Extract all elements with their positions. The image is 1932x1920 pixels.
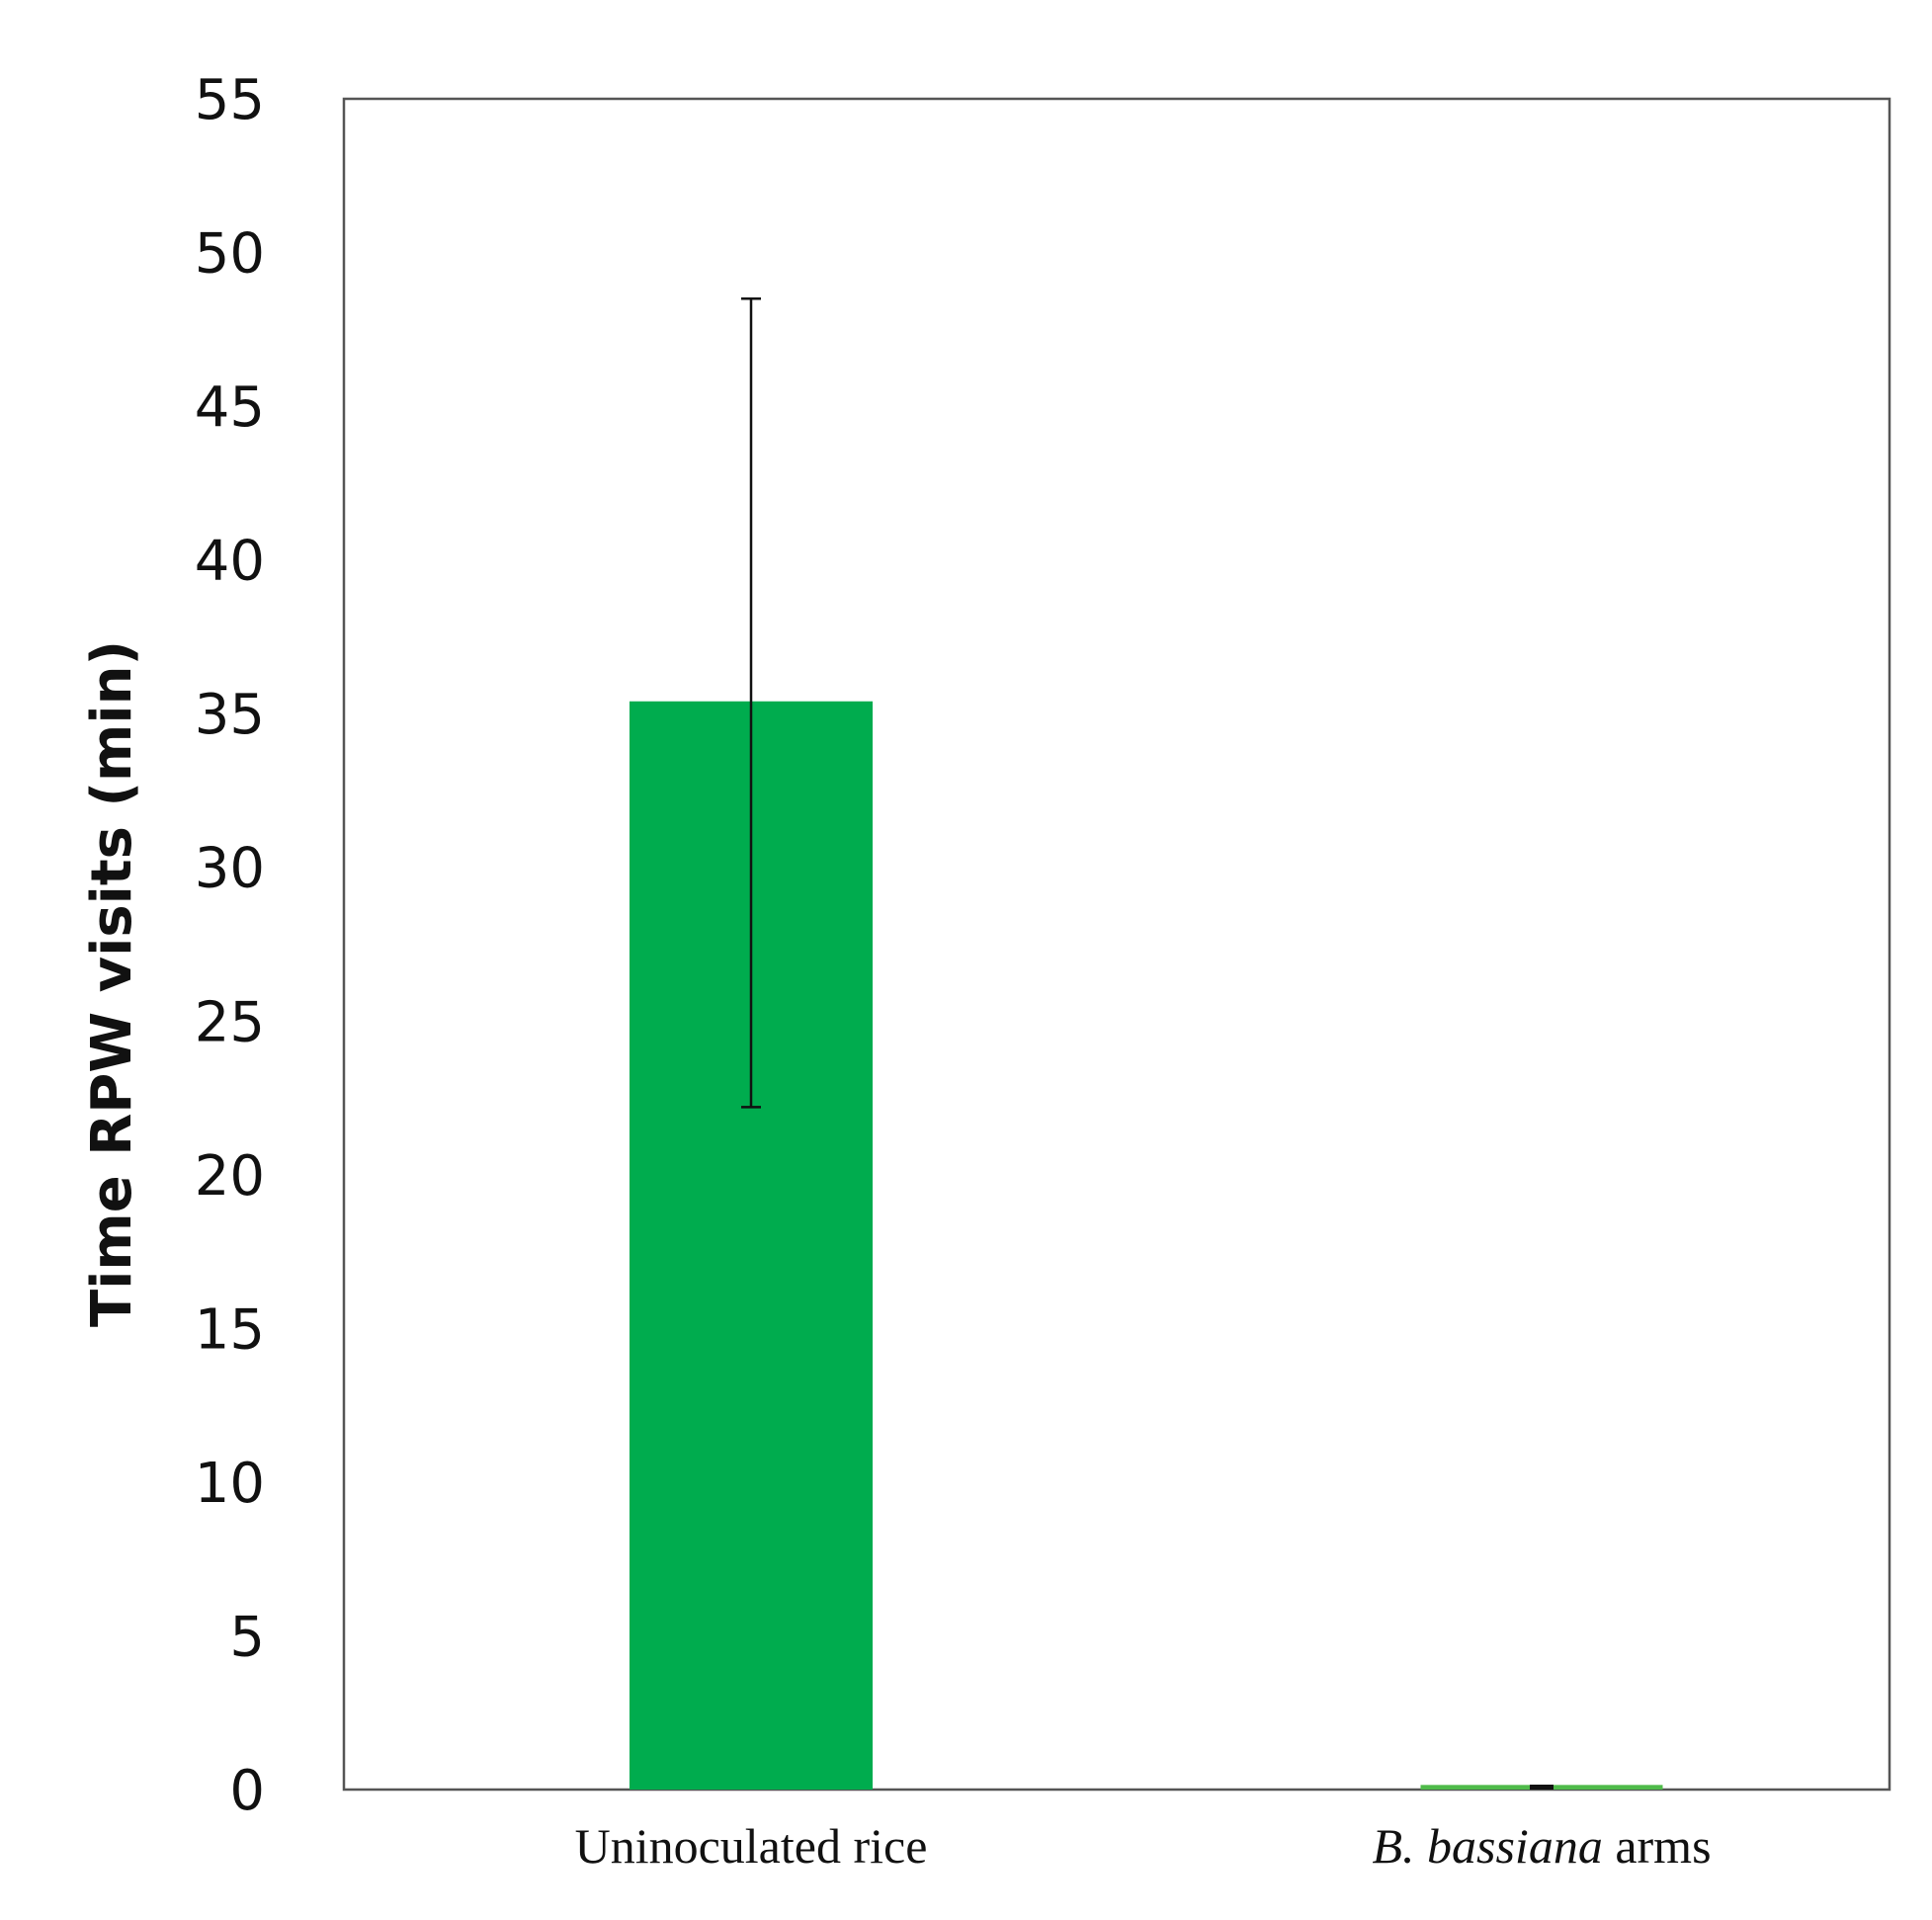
x-axis: Uninoculated rice B. bassiana arms — [575, 1818, 1712, 1874]
error-bar-marker — [1530, 1785, 1554, 1790]
error-bars — [741, 296, 1554, 1790]
plot-area — [342, 97, 1891, 1792]
y-tick-label: 25 — [195, 990, 265, 1054]
y-tick-label: 10 — [195, 1452, 265, 1516]
y-tick-label: 50 — [195, 222, 265, 287]
y-axis: 0 5 10 15 20 25 30 35 40 45 50 55 — [195, 68, 265, 1823]
y-axis-title: Time RPW visits (min) — [80, 640, 144, 1327]
x-tick-label: Uninoculated rice — [575, 1818, 928, 1874]
y-tick-label: 40 — [195, 530, 265, 594]
y-tick-label: 0 — [229, 1759, 265, 1823]
y-tick-label: 15 — [195, 1297, 265, 1362]
y-tick-label: 30 — [195, 837, 265, 901]
y-tick-label: 5 — [229, 1605, 265, 1669]
y-tick-label: 20 — [195, 1144, 265, 1209]
x-tick-label: B. bassiana arms — [1372, 1818, 1711, 1874]
y-tick-label: 55 — [195, 68, 265, 132]
y-tick-label: 35 — [195, 683, 265, 747]
y-tick-label: 45 — [195, 376, 265, 440]
